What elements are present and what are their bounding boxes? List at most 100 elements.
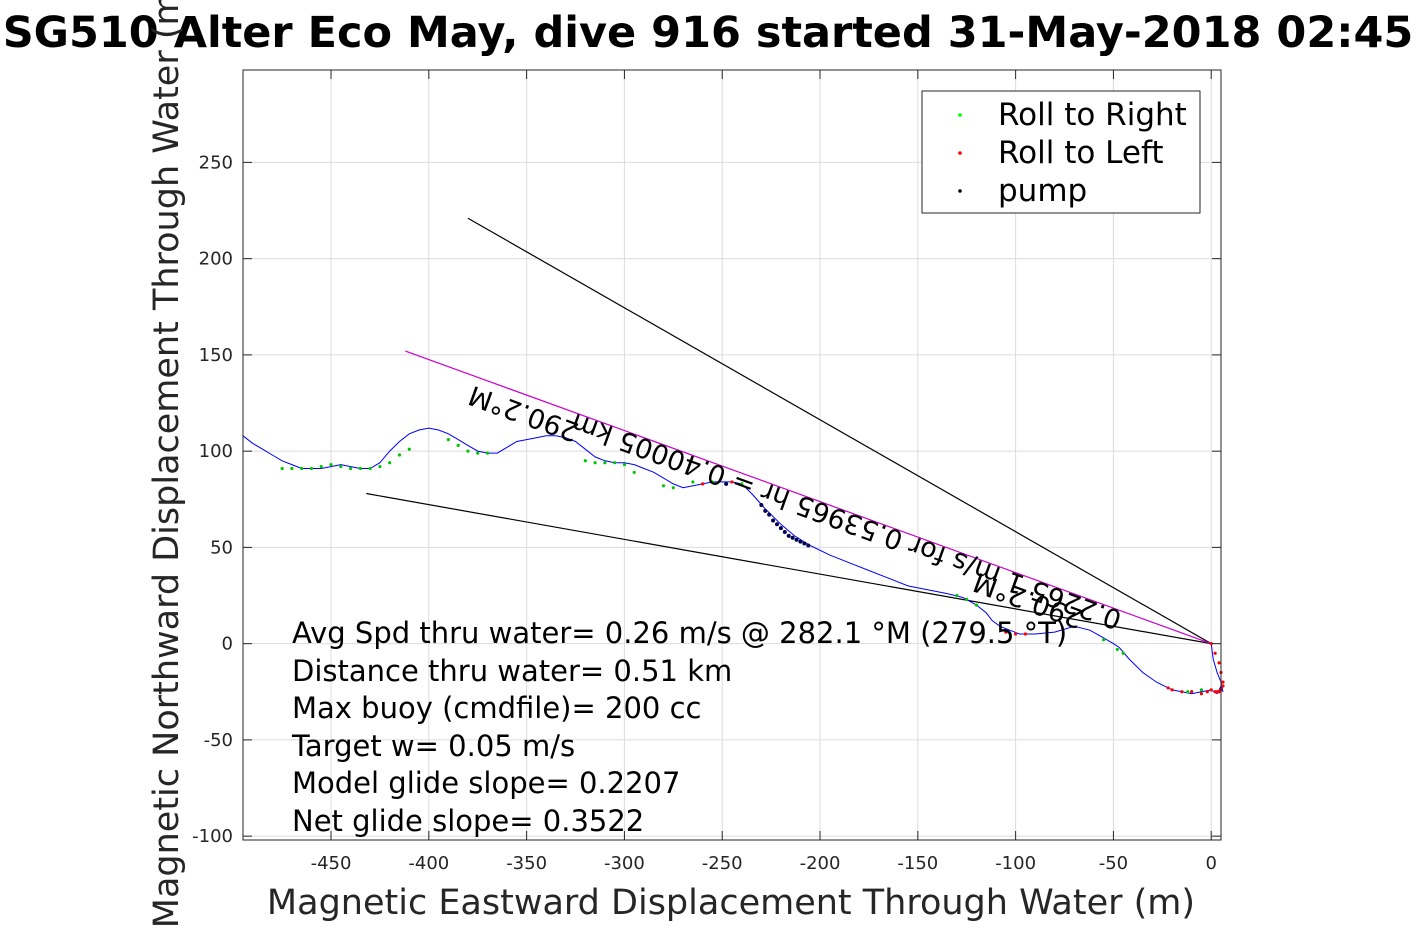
pump-point (771, 518, 776, 523)
roll-right-point (632, 470, 636, 474)
roll-left-point (1180, 690, 1184, 694)
roll-right-point (368, 466, 372, 471)
annotation-net-glide: Net glide slope= 0.3522 (292, 804, 644, 838)
roll-right-point (476, 451, 480, 455)
pump-point (786, 533, 791, 538)
roll-left-point (1190, 690, 1194, 694)
roll-right-point (397, 453, 402, 457)
roll-left-point (1170, 688, 1174, 692)
roll-right-point (965, 597, 969, 601)
roll-right-point (661, 484, 666, 488)
legend-box (921, 90, 1201, 214)
heading-line (467, 217, 1212, 645)
y-tick-label: 200 (199, 249, 233, 270)
legend-label-pump: pump (998, 173, 1087, 209)
roll-right-point (319, 464, 323, 469)
roll-right-point (955, 593, 959, 598)
roll-right-point (1199, 688, 1204, 692)
roll-left-point (1205, 690, 1209, 694)
roll-right-point (456, 443, 460, 447)
y-tick-label: 250 (199, 152, 233, 173)
legend-marker-pump (958, 189, 962, 193)
roll-left-point (1199, 692, 1204, 696)
x-tick-label: -150 (897, 853, 938, 874)
x-tick-label: -300 (604, 853, 645, 874)
roll-left-point (701, 482, 705, 486)
roll-right-point (710, 480, 715, 484)
x-tick-label: -350 (506, 853, 547, 874)
x-tick-label: -200 (800, 853, 841, 874)
legend-label-roll-right: Roll to Right (998, 97, 1187, 133)
y-tick-label: -50 (204, 730, 233, 751)
roll-left-point (1166, 686, 1170, 690)
pump-point (759, 503, 764, 508)
y-axis-title: Magnetic Northward Displacement Through … (147, 0, 187, 928)
roll-right-point (290, 466, 294, 471)
roll-right-point (309, 466, 314, 471)
pump-point (794, 537, 799, 542)
glider-track (242, 427, 1224, 695)
heading-line (366, 492, 1212, 645)
roll-right-point (358, 466, 362, 471)
y-tick-label: 0 (222, 634, 233, 655)
x-tick-label: -50 (1099, 853, 1128, 874)
legend: Roll to Right Roll to Left pump (921, 90, 1201, 214)
y-tick-label: -100 (192, 826, 233, 847)
pump-point (802, 541, 807, 546)
y-tick-label: 50 (210, 537, 233, 558)
roll-right-point (691, 480, 695, 484)
annotation-max-buoy: Max buoy (cmdfile)= 200 cc (292, 691, 701, 725)
roll-left-point (1014, 632, 1018, 636)
roll-right-point (446, 438, 450, 442)
roll-left-point (1213, 690, 1217, 694)
roll-right-point (1186, 690, 1190, 694)
pump-point (763, 508, 768, 513)
x-tick-label: -450 (311, 853, 352, 874)
roll-right-point (280, 466, 284, 471)
y-tick-label: 150 (199, 345, 233, 366)
annotation-target-w: Target w= 0.05 m/s (291, 729, 575, 763)
roll-and-pump-points (280, 438, 1225, 696)
net-displacement-line (405, 350, 1212, 645)
roll-left-point (1209, 688, 1213, 692)
roll-right-point (348, 466, 353, 471)
plot-frame (242, 69, 1222, 841)
roll-left-point (1004, 630, 1008, 634)
roll-right-point (466, 449, 470, 453)
x-tick-label: -250 (702, 853, 743, 874)
legend-marker-roll-left (958, 151, 962, 155)
roll-right-point (388, 461, 392, 465)
legend-marker-roll-right (958, 113, 962, 117)
roll-right-point (378, 464, 382, 469)
roll-right-point (974, 603, 979, 607)
roll-left-point (1213, 651, 1217, 655)
roll-right-point (1121, 651, 1125, 655)
annotation-model-glide: Model glide slope= 0.2207 (292, 766, 680, 800)
pump-point (767, 512, 772, 517)
pump-point (724, 481, 729, 486)
pump-point (778, 526, 783, 531)
annotation-avg-speed: Avg Spd thru water= 0.26 m/s @ 282.1 °M … (292, 616, 1067, 650)
roll-right-point (740, 482, 744, 486)
track-line (242, 427, 1224, 695)
roll-right-point (622, 463, 627, 467)
roll-right-point (407, 447, 411, 451)
roll-right-point (583, 459, 587, 463)
x-tick-label: 0 (1205, 853, 1216, 874)
roll-right-point (1115, 647, 1119, 652)
stats-annotations: Avg Spd thru water= 0.26 m/s @ 282.1 °M … (291, 616, 1067, 838)
pump-point (790, 535, 795, 540)
roll-left-point (1217, 661, 1221, 665)
roll-left-point (1023, 632, 1027, 636)
roll-left-point (1209, 642, 1213, 646)
legend-label-roll-left: Roll to Left (998, 135, 1164, 171)
roll-left-point (730, 480, 734, 484)
roll-right-point (671, 486, 675, 490)
roll-right-point (613, 461, 617, 465)
roll-left-point (1221, 684, 1225, 688)
axes: -450 -400 -350 -300 -250 -200 -150 -100 -50 0 -100… (192, 69, 1222, 874)
roll-left-point (1221, 680, 1225, 684)
roll-right-point (603, 461, 607, 465)
pump-point (782, 530, 787, 534)
roll-right-point (339, 464, 343, 469)
